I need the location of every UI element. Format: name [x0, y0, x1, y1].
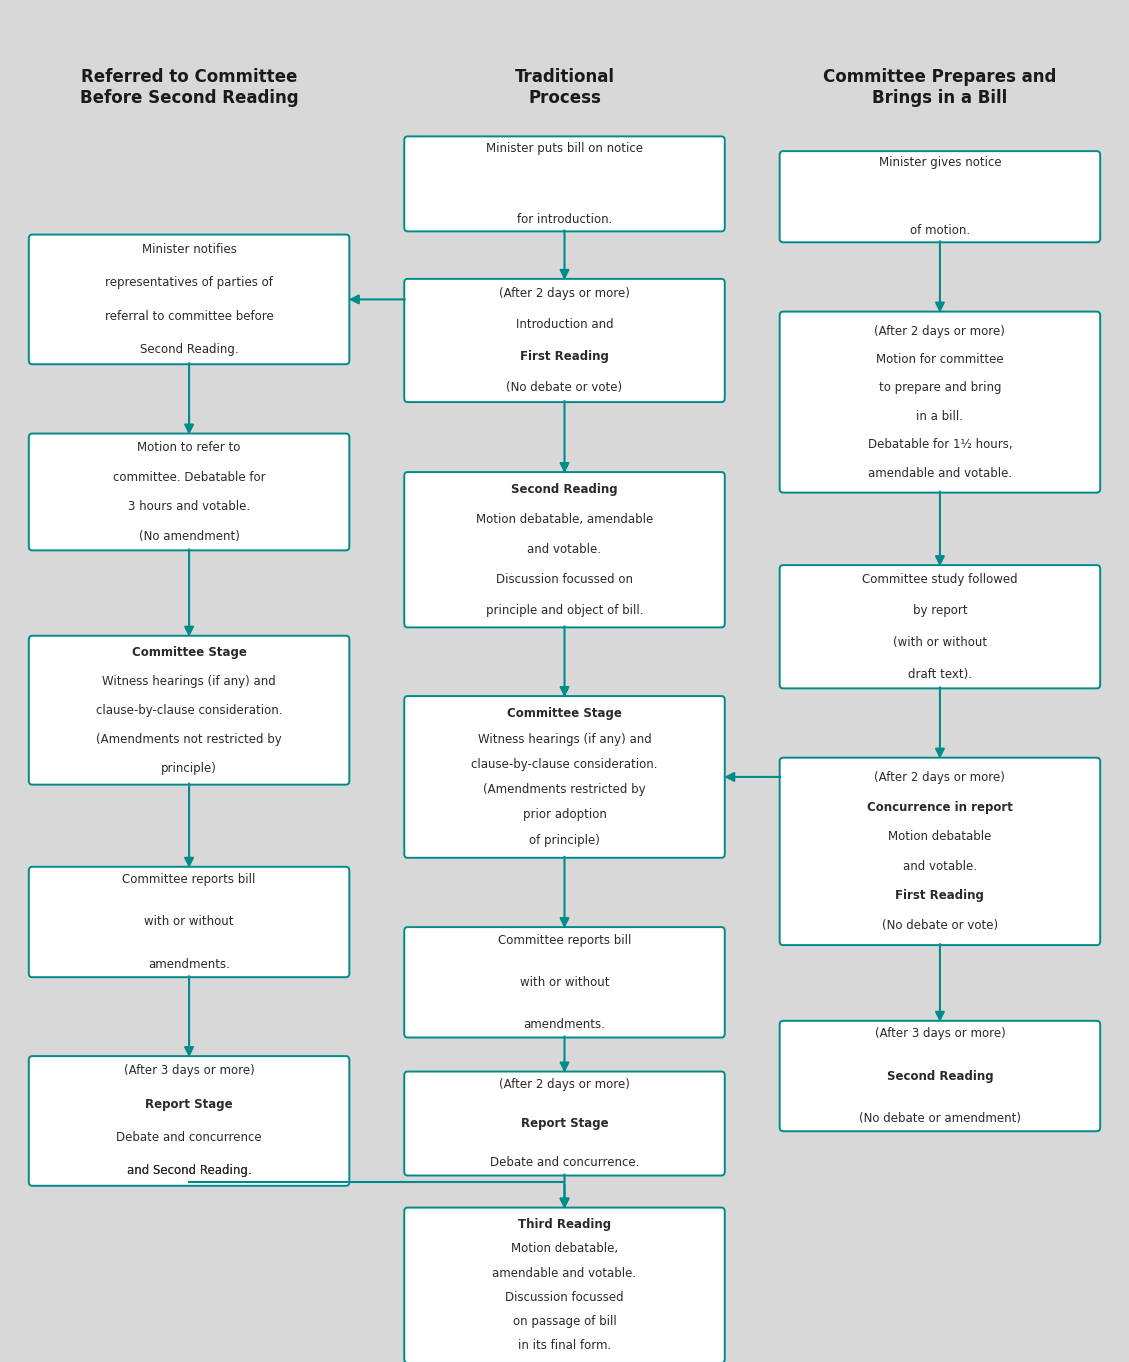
Text: Debatable for 1½ hours,: Debatable for 1½ hours,: [867, 439, 1013, 451]
Text: Committee Stage: Committee Stage: [507, 707, 622, 720]
FancyBboxPatch shape: [780, 565, 1100, 688]
FancyBboxPatch shape: [780, 757, 1100, 945]
Text: First Reading: First Reading: [895, 889, 984, 902]
Text: Committee reports bill: Committee reports bill: [498, 934, 631, 947]
Text: Witness hearings (if any) and: Witness hearings (if any) and: [478, 733, 651, 745]
Text: (After 2 days or more): (After 2 days or more): [499, 286, 630, 300]
Text: Witness hearings (if any) and: Witness hearings (if any) and: [103, 674, 275, 688]
Text: Debate and concurrence.: Debate and concurrence.: [490, 1156, 639, 1170]
Text: and Second Reading.: and Second Reading.: [126, 1165, 252, 1178]
Text: Debate and concurrence: Debate and concurrence: [116, 1130, 262, 1144]
Text: and Second Reading.: and Second Reading.: [126, 1165, 252, 1178]
Text: Committee Stage: Committee Stage: [132, 646, 246, 659]
Text: (After 2 days or more): (After 2 days or more): [499, 1077, 630, 1091]
Text: Report Stage: Report Stage: [520, 1117, 609, 1130]
Text: committee. Debatable for: committee. Debatable for: [113, 470, 265, 484]
Text: draft text).: draft text).: [908, 667, 972, 681]
FancyBboxPatch shape: [404, 279, 725, 402]
FancyBboxPatch shape: [404, 473, 725, 628]
Text: Referred to Committee
Before Second Reading: Referred to Committee Before Second Read…: [80, 68, 298, 108]
Text: prior adoption: prior adoption: [523, 808, 606, 821]
FancyBboxPatch shape: [404, 696, 725, 858]
Text: clause-by-clause consideration.: clause-by-clause consideration.: [471, 757, 658, 771]
Text: clause-by-clause consideration.: clause-by-clause consideration.: [96, 704, 282, 716]
Text: (After 3 days or more): (After 3 days or more): [124, 1065, 254, 1077]
Text: amendable and votable.: amendable and votable.: [492, 1267, 637, 1280]
Text: Committee reports bill: Committee reports bill: [122, 873, 256, 887]
Text: Minister puts bill on notice: Minister puts bill on notice: [485, 142, 644, 155]
Text: Report Stage: Report Stage: [146, 1098, 233, 1111]
Text: (Amendments restricted by: (Amendments restricted by: [483, 783, 646, 795]
Text: referral to committee before: referral to committee before: [105, 309, 273, 323]
Text: with or without: with or without: [519, 975, 610, 989]
Text: amendable and votable.: amendable and votable.: [868, 467, 1012, 479]
Text: (No debate or vote): (No debate or vote): [882, 918, 998, 932]
Text: (After 3 days or more): (After 3 days or more): [875, 1027, 1005, 1041]
Text: and votable.: and votable.: [903, 859, 977, 873]
FancyBboxPatch shape: [29, 636, 349, 785]
Text: by report: by report: [912, 605, 968, 617]
Text: Motion debatable: Motion debatable: [889, 831, 991, 843]
Text: on passage of bill: on passage of bill: [513, 1316, 616, 1328]
Text: Committee Prepares and
Brings in a Bill: Committee Prepares and Brings in a Bill: [823, 68, 1057, 108]
FancyBboxPatch shape: [404, 1072, 725, 1175]
Text: (No amendment): (No amendment): [139, 530, 239, 543]
Text: Minister notifies: Minister notifies: [141, 242, 236, 256]
Text: of motion.: of motion.: [910, 225, 970, 237]
FancyBboxPatch shape: [29, 866, 349, 977]
FancyBboxPatch shape: [29, 1056, 349, 1186]
Text: (No debate or amendment): (No debate or amendment): [859, 1111, 1021, 1125]
FancyBboxPatch shape: [404, 1208, 725, 1362]
Text: Motion to refer to: Motion to refer to: [138, 441, 240, 454]
Text: of principle): of principle): [530, 834, 599, 847]
Text: with or without: with or without: [145, 915, 234, 929]
Text: principle): principle): [161, 761, 217, 775]
Text: Traditional
Process: Traditional Process: [515, 68, 614, 108]
Text: Motion for committee: Motion for committee: [876, 353, 1004, 366]
Text: Introduction and: Introduction and: [516, 319, 613, 331]
Text: to prepare and bring: to prepare and bring: [878, 381, 1001, 395]
Text: 3 hours and votable.: 3 hours and votable.: [128, 500, 251, 513]
Text: Motion debatable, amendable: Motion debatable, amendable: [476, 513, 653, 526]
Text: (Amendments not restricted by: (Amendments not restricted by: [96, 733, 282, 745]
Text: amendments.: amendments.: [524, 1017, 605, 1031]
Text: representatives of parties of: representatives of parties of: [105, 276, 273, 289]
Text: (After 2 days or more): (After 2 days or more): [875, 771, 1005, 785]
Text: Second Reading: Second Reading: [886, 1069, 994, 1083]
Text: Concurrence in report: Concurrence in report: [867, 801, 1013, 813]
Text: amendments.: amendments.: [148, 957, 230, 971]
Text: (No debate or vote): (No debate or vote): [507, 381, 622, 395]
Text: Committee study followed: Committee study followed: [863, 573, 1017, 586]
Text: for introduction.: for introduction.: [517, 214, 612, 226]
Text: Third Reading: Third Reading: [518, 1218, 611, 1231]
Text: Second Reading: Second Reading: [511, 482, 618, 496]
FancyBboxPatch shape: [404, 136, 725, 232]
Text: principle and object of bill.: principle and object of bill.: [485, 603, 644, 617]
FancyBboxPatch shape: [780, 312, 1100, 493]
Text: (with or without: (with or without: [893, 636, 987, 650]
Text: in its final form.: in its final form.: [518, 1339, 611, 1352]
FancyBboxPatch shape: [780, 151, 1100, 242]
Text: Discussion focussed: Discussion focussed: [505, 1291, 624, 1303]
Text: in a bill.: in a bill.: [917, 410, 963, 422]
FancyBboxPatch shape: [404, 928, 725, 1038]
Text: Second Reading.: Second Reading.: [140, 343, 238, 355]
Text: First Reading: First Reading: [520, 350, 609, 362]
Text: (After 2 days or more): (After 2 days or more): [875, 324, 1005, 338]
Text: Motion debatable,: Motion debatable,: [511, 1242, 618, 1256]
Text: Discussion focussed on: Discussion focussed on: [496, 573, 633, 587]
Text: Minister gives notice: Minister gives notice: [878, 157, 1001, 169]
FancyBboxPatch shape: [29, 433, 349, 550]
FancyBboxPatch shape: [29, 234, 349, 364]
Text: and votable.: and votable.: [527, 543, 602, 556]
FancyBboxPatch shape: [780, 1022, 1100, 1132]
